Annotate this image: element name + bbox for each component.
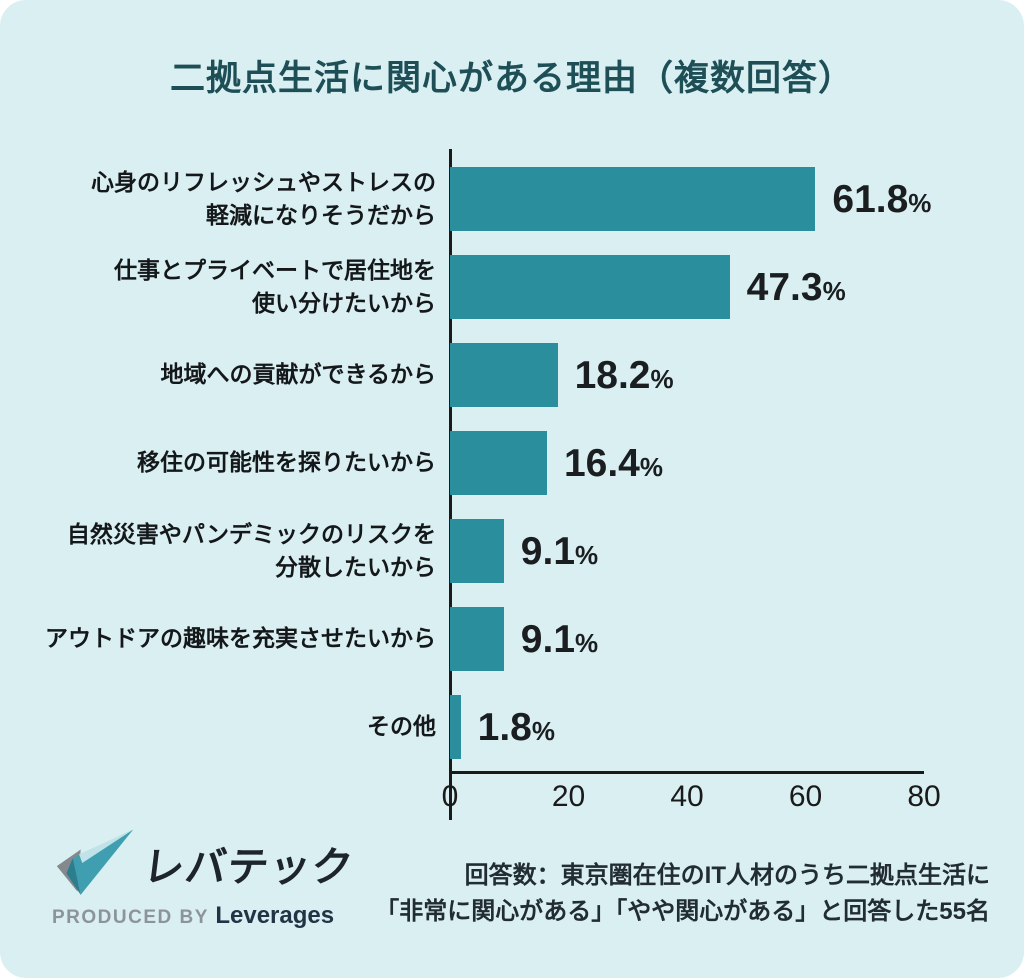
category-label: 移住の可能性を探りたいから: [137, 449, 436, 476]
bar-track: 18.2%: [450, 343, 923, 407]
value-label: 47.3%: [746, 265, 846, 309]
chart-row: 心身のリフレッシュやストレスの 軽減になりそうだから 61.8%: [0, 155, 1024, 243]
bar: [450, 255, 730, 319]
percent-sign: %: [575, 627, 599, 658]
logo-company-name: Leverages: [215, 902, 335, 929]
bar-track: 61.8%: [450, 167, 931, 231]
x-tick: 40: [670, 779, 704, 813]
x-axis-tick-labels: 0 20 40 60 80: [442, 779, 941, 820]
chart-row: アウトドアの趣味を充実させたいから 9.1%: [0, 595, 1024, 683]
value-label: 1.8%: [477, 705, 555, 749]
levtech-checkmark-icon: [56, 829, 134, 895]
bar: [450, 431, 547, 495]
logo-brand-text: レバテック: [140, 844, 357, 890]
value-label: 9.1%: [520, 529, 599, 573]
percent-sign: %: [822, 275, 846, 306]
bar: [450, 167, 816, 231]
footer: レバテック PRODUCED BY Leverages 回答数：東京圏在住のIT…: [0, 828, 1024, 930]
category-label: 自然災害やパンデミックのリスクを 分散したいから: [66, 520, 436, 580]
bar-track: 1.8%: [450, 695, 923, 759]
bar-track: 9.1%: [450, 519, 923, 583]
bar: [450, 695, 461, 759]
bar-track: 9.1%: [450, 607, 923, 671]
survey-note-line1: 回答数：東京圏在住のIT人材のうち二拠点生活に: [464, 862, 990, 889]
bar: [450, 343, 558, 407]
value-label: 18.2%: [574, 353, 674, 397]
value-label: 61.8%: [832, 177, 932, 221]
survey-note: 回答数：東京圏在住のIT人材のうち二拠点生活に 「非常に関心がある」「やや関心が…: [375, 858, 990, 930]
bar-track: 16.4%: [450, 431, 923, 495]
value-label: 9.1%: [520, 617, 599, 661]
bar: [450, 519, 504, 583]
chart-row: 自然災害やパンデミックのリスクを 分散したいから 9.1%: [0, 507, 1024, 595]
bar-chart: 心身のリフレッシュやストレスの 軽減になりそうだから 61.8% 仕事とプライベ…: [0, 149, 1024, 820]
logo-produced-by: PRODUCED BY Leverages: [52, 902, 335, 929]
x-tick: 80: [907, 779, 941, 813]
x-tick: 0: [441, 779, 459, 813]
logo-lockup: レバテック: [52, 828, 357, 898]
category-label: アウトドアの趣味を充実させたいから: [45, 625, 436, 652]
bar: [450, 607, 504, 671]
chart-rows: 心身のリフレッシュやストレスの 軽減になりそうだから 61.8% 仕事とプライベ…: [0, 155, 1024, 771]
category-label: 地域への貢献ができるから: [160, 361, 436, 388]
levtech-logo: レバテック PRODUCED BY Leverages: [52, 828, 357, 930]
bar-track: 47.3%: [450, 255, 923, 319]
percent-sign: %: [650, 363, 674, 394]
category-label: その他: [367, 713, 436, 740]
survey-note-line2: 「非常に関心がある」「やや関心がある」と回答した55名: [375, 898, 990, 925]
category-label: 仕事とプライベートで居住地を 使い分けたいから: [114, 256, 436, 316]
x-tick: 60: [788, 779, 823, 813]
x-tick: 20: [551, 779, 586, 813]
percent-sign: %: [575, 539, 599, 570]
percent-sign: %: [908, 187, 932, 218]
chart-title: 二拠点生活に関心がある理由（複数回答）: [169, 59, 854, 98]
percent-sign: %: [639, 451, 663, 482]
chart-row: 仕事とプライベートで居住地を 使い分けたいから 47.3%: [0, 243, 1024, 331]
value-label: 16.4%: [563, 441, 663, 485]
category-label: 心身のリフレッシュやストレスの 軽減になりそうだから: [91, 168, 436, 228]
chart-row: 移住の可能性を探りたいから 16.4%: [0, 419, 1024, 507]
chart-row: その他 1.8%: [0, 683, 1024, 771]
percent-sign: %: [531, 715, 555, 746]
x-axis-line: [450, 771, 924, 774]
chart-row: 地域への貢献ができるから 18.2%: [0, 331, 1024, 419]
